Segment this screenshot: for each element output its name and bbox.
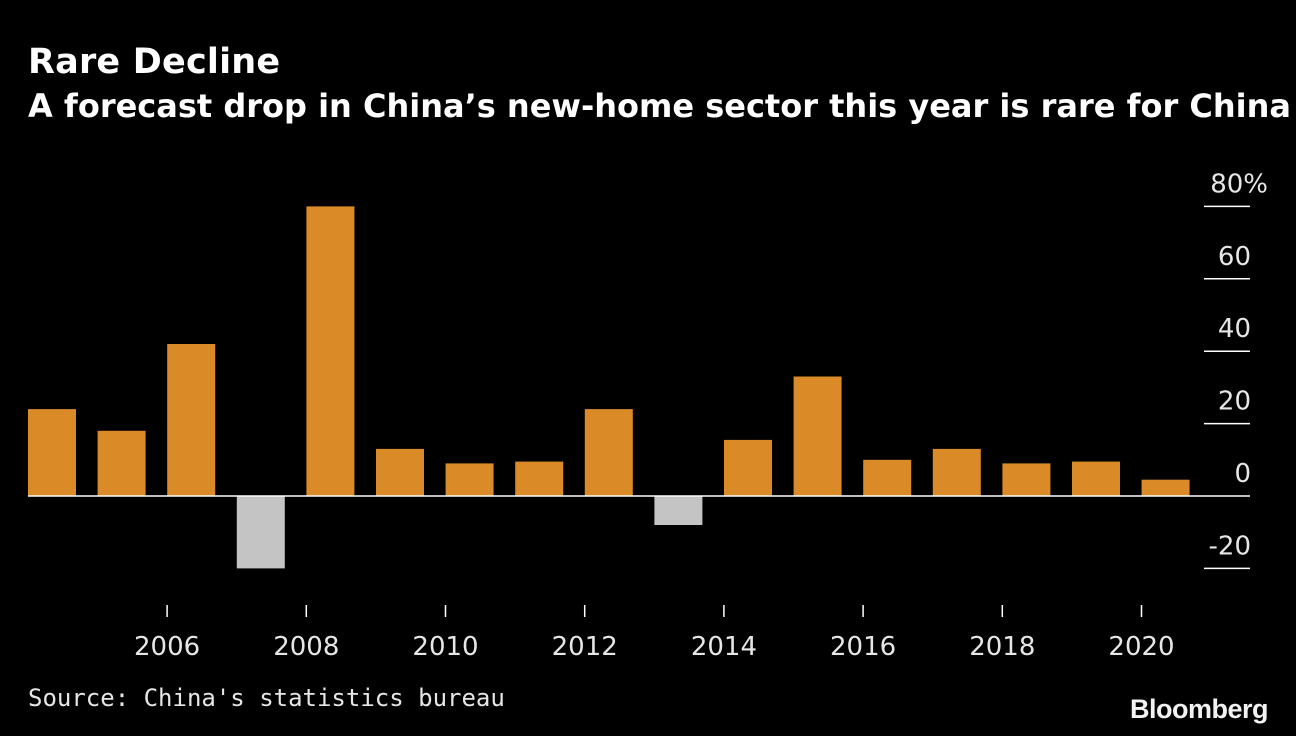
x-tick-label: 2012 [552, 632, 618, 662]
bar-2013 [584, 409, 633, 496]
x-tick-label: 2010 [412, 632, 478, 662]
x-axis: 2006 2008 2010 2012 2014 2016 2018 2020 [134, 605, 1175, 662]
y-axis: 80% 60 40 20 0 -20 [1204, 169, 1268, 570]
y-tick-label: -20 [1209, 531, 1251, 561]
x-tick-label: 2020 [1108, 632, 1174, 662]
bar-2011 [445, 463, 494, 496]
y-tick-label: 60 [1218, 242, 1251, 272]
chart-subtitle: A forecast drop in China’s new-home sect… [28, 87, 1292, 125]
bar-2020 [1072, 461, 1120, 496]
y-tick-label: 0 [1234, 459, 1251, 489]
bar-2012 [515, 461, 564, 496]
bar-2015 [724, 439, 772, 496]
y-tick-label: 20 [1218, 387, 1251, 417]
bars-group [28, 206, 1190, 569]
bar-2009 [306, 206, 355, 496]
bar-2017 [863, 459, 912, 496]
x-tick-label: 2008 [273, 632, 339, 662]
y-tick-label: 80% [1210, 169, 1268, 199]
source-note: Source: China's statistics bureau [28, 684, 505, 712]
bloomberg-logo: Bloomberg [1129, 694, 1269, 724]
bar-2019 [1002, 463, 1051, 496]
x-tick-label: 2018 [969, 632, 1035, 662]
bar-2005 [28, 409, 76, 496]
bar-2007 [167, 344, 216, 496]
bar-2016 [793, 376, 842, 496]
bar-2021 [1141, 479, 1190, 496]
x-tick-label: 2016 [830, 632, 896, 662]
bar-2006 [97, 430, 146, 496]
chart-title: Rare Decline [28, 42, 281, 82]
x-tick-label: 2006 [134, 632, 200, 662]
bar-2008 [236, 496, 285, 569]
bar-2018 [932, 448, 981, 496]
y-tick-label: 40 [1218, 314, 1251, 344]
x-tick-label: 2014 [691, 632, 757, 662]
bar-2014 [654, 496, 703, 525]
bar-2010 [376, 448, 424, 496]
